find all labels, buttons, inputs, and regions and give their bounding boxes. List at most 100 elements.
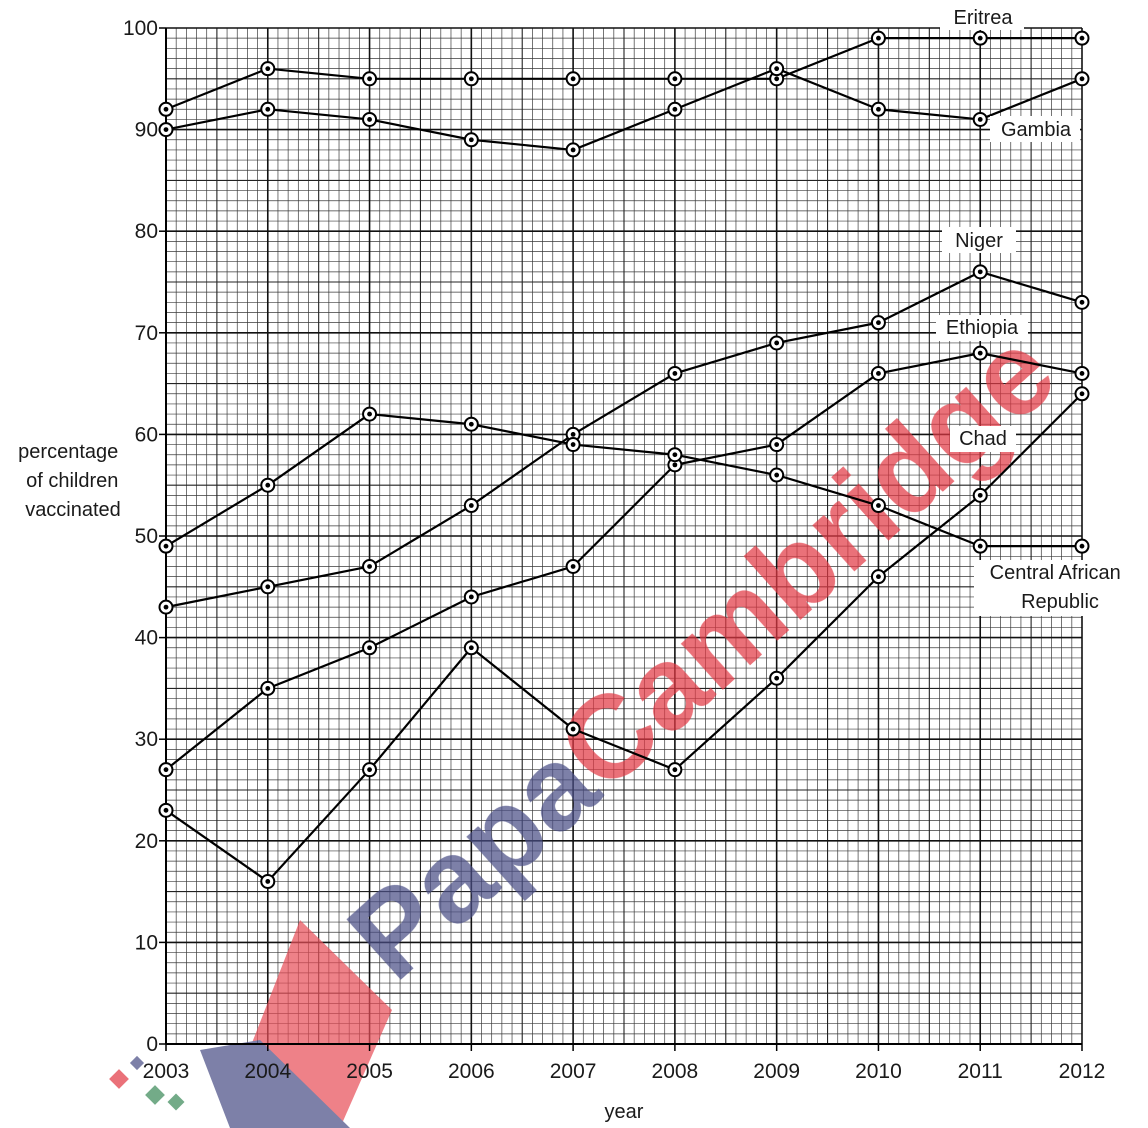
data-point-central-african-republic bbox=[1074, 538, 1090, 554]
data-point-ethiopia bbox=[1074, 365, 1090, 381]
data-point-dot bbox=[672, 371, 678, 376]
data-point-dot bbox=[468, 137, 474, 143]
data-point-niger bbox=[667, 365, 683, 381]
data-point-dot bbox=[672, 76, 678, 82]
data-point-eritrea bbox=[565, 71, 581, 87]
series-label-central-african-republic-line-2: Republic bbox=[1021, 591, 1099, 613]
series-line-ethiopia bbox=[165, 352, 1083, 771]
axes bbox=[159, 27, 1083, 1051]
data-point-ethiopia bbox=[769, 437, 785, 453]
label-bg-chad bbox=[950, 426, 1016, 452]
watermark-logo-blue bbox=[200, 1040, 350, 1128]
data-point-dot bbox=[163, 807, 169, 813]
x-tick-label: 2011 bbox=[958, 1060, 1003, 1083]
data-point-chad bbox=[870, 569, 886, 585]
y-tick-label: 20 bbox=[135, 830, 158, 853]
data-point-dot bbox=[367, 767, 372, 773]
y-tick-label: 80 bbox=[135, 220, 158, 243]
data-point-niger bbox=[769, 335, 785, 351]
x-axis-label: year bbox=[605, 1101, 644, 1123]
data-point-dot bbox=[1079, 391, 1085, 397]
x-tick-label: 2007 bbox=[550, 1060, 597, 1083]
data-point-dot bbox=[367, 645, 372, 651]
data-point-dot bbox=[367, 411, 372, 417]
data-point-dot bbox=[265, 482, 271, 488]
data-point-niger bbox=[870, 315, 886, 331]
data-point-chad bbox=[260, 873, 276, 889]
data-point-dot bbox=[876, 574, 881, 580]
y-tick-label: 60 bbox=[135, 423, 158, 446]
data-point-gambia bbox=[769, 61, 785, 77]
series-line-eritrea bbox=[165, 37, 1082, 111]
data-point-dot bbox=[163, 767, 169, 773]
data-point-ethiopia bbox=[260, 680, 276, 696]
data-point-dot bbox=[876, 35, 881, 41]
data-point-gambia bbox=[463, 132, 479, 148]
data-point-central-african-republic bbox=[260, 477, 276, 493]
data-point-chad bbox=[1074, 386, 1090, 402]
data-point-dot bbox=[468, 503, 474, 508]
data-point-dot bbox=[570, 147, 576, 153]
data-point-central-african-republic bbox=[463, 416, 479, 432]
series-label-eritrea: Eritrea bbox=[954, 7, 1014, 29]
data-point-dot bbox=[1079, 543, 1085, 549]
data-point-dot bbox=[367, 117, 372, 122]
label-bg-ethiopia bbox=[936, 315, 1028, 341]
data-point-eritrea bbox=[1074, 30, 1090, 46]
data-point-dot bbox=[570, 564, 576, 569]
series-label-chad: Chad bbox=[959, 428, 1007, 450]
data-point-dot bbox=[468, 594, 474, 600]
data-point-dot bbox=[265, 686, 271, 691]
data-point-dot bbox=[570, 76, 576, 82]
data-point-dot bbox=[672, 106, 678, 112]
data-point-dot bbox=[977, 350, 983, 356]
series-line-chad bbox=[165, 392, 1083, 883]
data-point-dot bbox=[977, 543, 983, 549]
y-tick-label: 70 bbox=[135, 322, 158, 345]
data-point-dot bbox=[1079, 76, 1085, 82]
data-point-dot bbox=[672, 462, 678, 468]
data-point-chad bbox=[972, 487, 988, 503]
data-point-dot bbox=[265, 879, 271, 884]
data-point-eritrea bbox=[870, 30, 886, 46]
data-point-dot bbox=[876, 371, 881, 376]
data-point-dot bbox=[876, 106, 881, 112]
x-tick-label: 2008 bbox=[652, 1060, 699, 1083]
data-point-dot bbox=[163, 127, 169, 132]
data-point-ethiopia bbox=[565, 558, 581, 574]
data-point-dot bbox=[774, 340, 780, 346]
data-point-chad bbox=[158, 802, 174, 818]
data-point-dot bbox=[977, 492, 983, 498]
data-point-dot bbox=[570, 726, 576, 732]
y-tick-labels: 0 10 20 30 40 50 60 70 80 90 100 bbox=[123, 17, 158, 1056]
x-tick-label: 2004 bbox=[244, 1060, 291, 1083]
data-point-dot bbox=[163, 543, 169, 549]
data-point-ethiopia bbox=[972, 345, 988, 361]
y-tick-label: 0 bbox=[146, 1033, 158, 1056]
data-point-gambia bbox=[362, 111, 378, 127]
data-point-gambia bbox=[870, 101, 886, 117]
data-point-ethiopia bbox=[870, 365, 886, 381]
y-tick-label: 50 bbox=[135, 525, 158, 548]
series-label-gambia: Gambia bbox=[1001, 119, 1072, 141]
series-line-gambia bbox=[165, 67, 1083, 152]
data-point-dot bbox=[977, 35, 983, 41]
watermark-logo-dot bbox=[129, 1055, 145, 1071]
data-point-dot bbox=[774, 76, 780, 82]
data-point-dot bbox=[468, 645, 474, 651]
x-tick-label: 2009 bbox=[753, 1060, 800, 1083]
data-point-dot bbox=[163, 604, 169, 610]
x-tick-label: 2010 bbox=[855, 1060, 902, 1083]
data-point-dot bbox=[468, 421, 474, 427]
data-point-chad bbox=[769, 670, 785, 686]
data-point-dot bbox=[1079, 35, 1085, 41]
data-point-dot bbox=[672, 767, 678, 773]
data-point-gambia bbox=[565, 142, 581, 158]
data-point-gambia bbox=[158, 122, 174, 138]
series-label-central-african-republic-line-1: Central African bbox=[990, 562, 1121, 584]
data-point-eritrea bbox=[158, 101, 174, 117]
data-point-central-african-republic bbox=[565, 437, 581, 453]
data-point-ethiopia bbox=[463, 589, 479, 605]
y-axis-label-line-3: vaccinated bbox=[25, 499, 121, 521]
